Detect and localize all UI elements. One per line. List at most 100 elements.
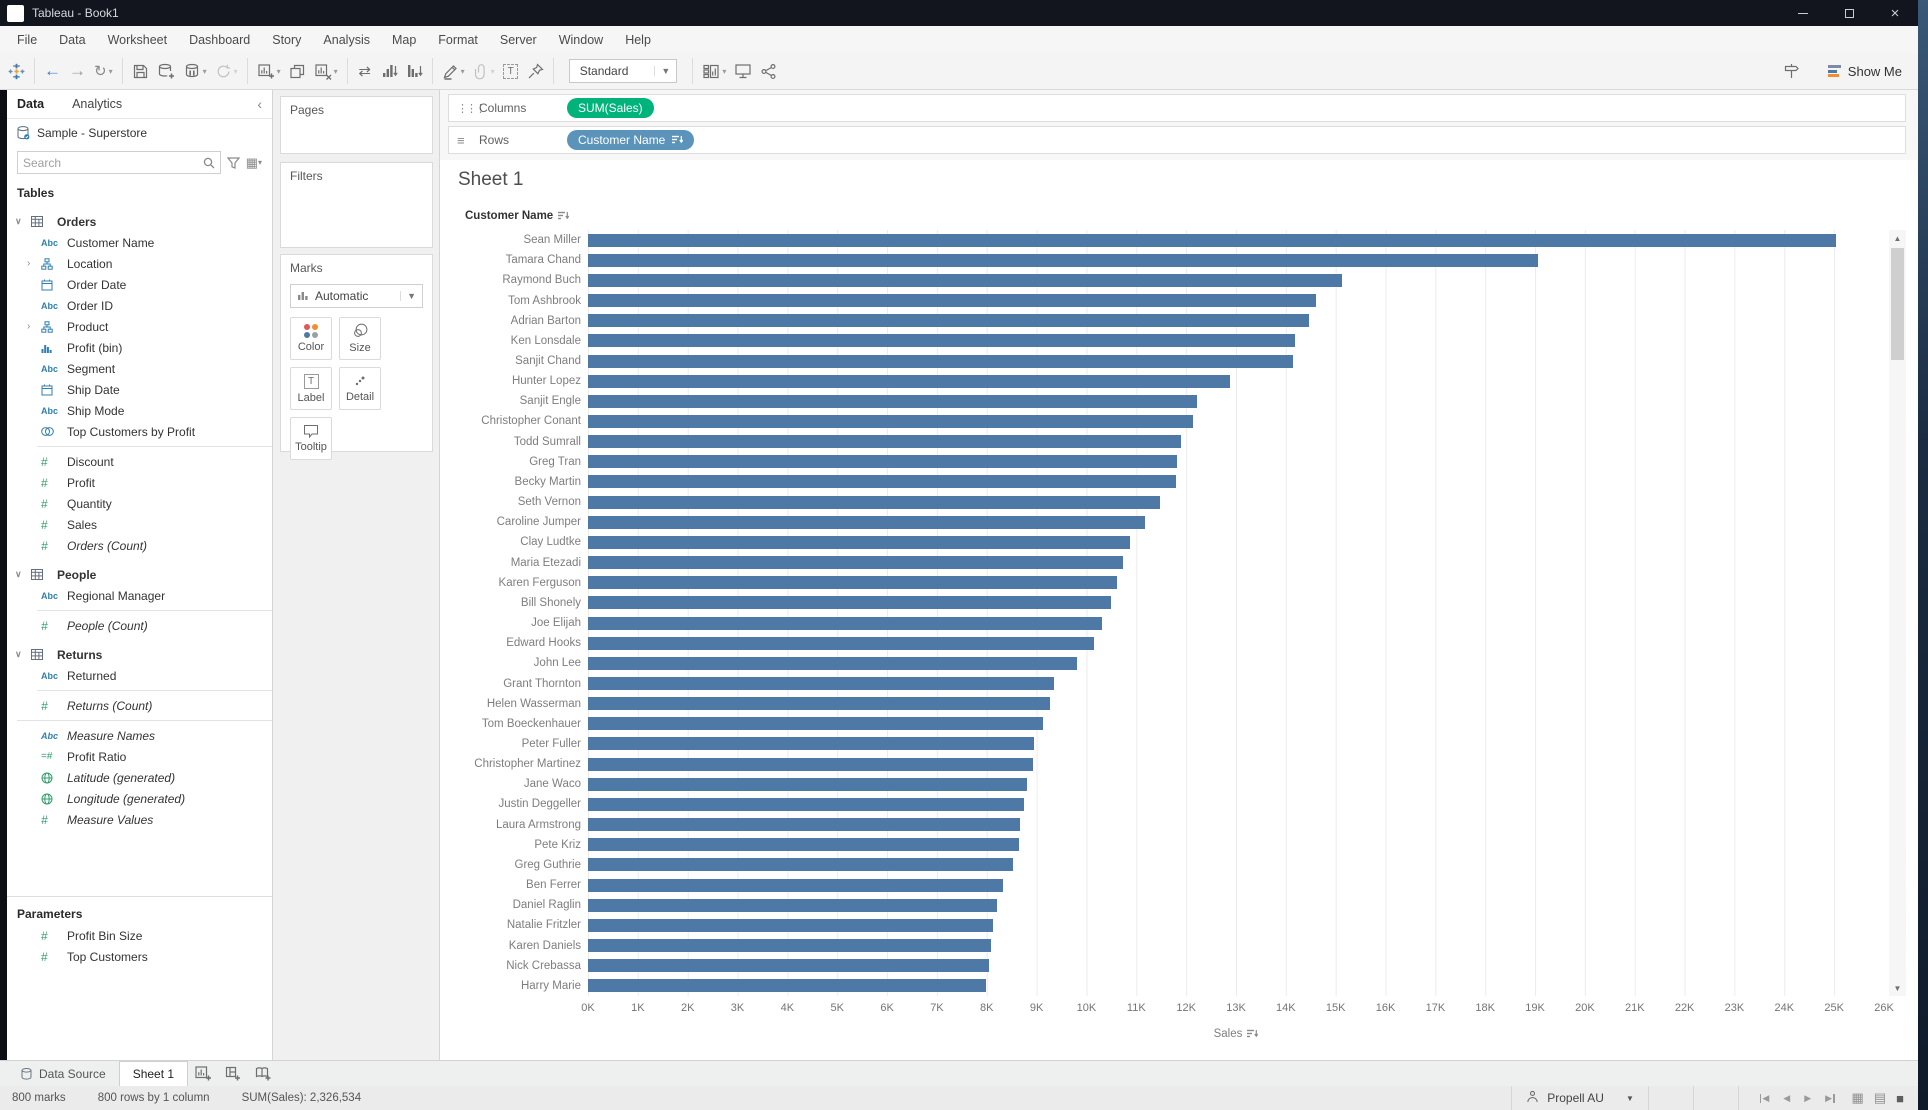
row-label-christopher-martinez[interactable]: Christopher Martinez [474, 758, 581, 771]
add-data-button[interactable] [153, 57, 179, 85]
refresh-button[interactable]: ▾ [211, 57, 242, 85]
bar-mark-sean-miller[interactable] [588, 233, 1837, 247]
menu-data[interactable]: Data [59, 32, 86, 47]
tooltip-button[interactable]: Tooltip [290, 417, 332, 460]
bar-mark-sanjit-chand[interactable] [588, 354, 1293, 368]
menu-help[interactable]: Help [625, 32, 651, 47]
field-order-date[interactable]: Order Date [7, 274, 272, 295]
bar-mark-ben-ferrer[interactable] [588, 878, 1004, 892]
field-people-count[interactable]: # People (Count) [7, 615, 272, 636]
pill-customer-name[interactable]: Customer Name [567, 130, 695, 150]
guidance-button[interactable] [1777, 57, 1806, 85]
menu-format[interactable]: Format [438, 32, 478, 47]
sort-descending-button[interactable] [402, 57, 427, 85]
user-menu[interactable]: Propell AU ▼ [1526, 1090, 1634, 1106]
bar-mark-joe-elijah[interactable] [588, 616, 1102, 630]
save-button[interactable] [128, 57, 153, 85]
bar-mark-tamara-chand[interactable] [588, 253, 1538, 267]
field-regional-manager[interactable]: Abc Regional Manager [7, 585, 272, 606]
bar-mark-hunter-lopez[interactable] [588, 374, 1230, 388]
bar-mark-christopher-martinez[interactable] [588, 757, 1033, 771]
bar-mark-pete-kriz[interactable] [588, 838, 1020, 852]
show-filmstrip-icon[interactable]: ▤ [1873, 1090, 1887, 1105]
chevron-expanded-icon[interactable]: ∨ [15, 569, 22, 579]
sort-ascending-button[interactable] [377, 57, 402, 85]
bar-mark-natalie-fritzler[interactable] [588, 918, 993, 932]
menu-story[interactable]: Story [272, 32, 302, 47]
new-dashboard-button[interactable] [218, 1061, 248, 1086]
field-location[interactable]: › Location [7, 253, 272, 274]
bar-mark-daniel-raglin[interactable] [588, 898, 998, 912]
pages-shelf[interactable]: Pages [280, 96, 433, 154]
row-label-sanjit-engle[interactable]: Sanjit Engle [519, 395, 581, 408]
filter-fields-icon[interactable] [226, 156, 240, 169]
back-button[interactable]: ← [40, 57, 65, 85]
row-label-hunter-lopez[interactable]: Hunter Lopez [511, 375, 581, 388]
bar-mark-todd-sumrall[interactable] [588, 435, 1181, 449]
bar-mark-karen-ferguson[interactable] [588, 576, 1117, 590]
bar-mark-nick-crebassa[interactable] [588, 959, 989, 973]
row-label-edward-hooks[interactable]: Edward Hooks [506, 637, 581, 650]
collapse-pane-icon[interactable]: ‹ [257, 96, 262, 112]
row-label-becky-martin[interactable]: Becky Martin [514, 475, 581, 488]
field-returns[interactable]: ∨ Returns [7, 644, 272, 665]
bar-mark-greg-guthrie[interactable] [588, 858, 1013, 872]
pill-sum-sales[interactable]: SUM(Sales) [567, 98, 654, 118]
tab-sheet-1[interactable]: Sheet 1 [118, 1061, 189, 1086]
row-label-jane-waco[interactable]: Jane Waco [523, 778, 581, 791]
bar-mark-laura-armstrong[interactable] [588, 818, 1021, 832]
bar-mark-edward-hooks[interactable] [588, 636, 1095, 650]
bar-mark-clay-ludtke[interactable] [588, 535, 1131, 549]
field-segment[interactable]: Abc Segment [7, 358, 272, 379]
share-button[interactable] [756, 57, 781, 85]
field-longitude-generated[interactable]: Longitude (generated) [7, 788, 272, 809]
tab-data-source[interactable]: Data Source [8, 1061, 119, 1086]
highlight-button[interactable]: ▾ [438, 57, 469, 85]
last-page-icon[interactable]: ▶ [1825, 1093, 1835, 1104]
redo-button[interactable]: ↻ ▾ [94, 63, 113, 80]
row-label-adrian-barton[interactable]: Adrian Barton [510, 314, 581, 327]
first-page-icon[interactable]: ◀ [1759, 1093, 1769, 1104]
bar-mark-harry-marie[interactable] [588, 979, 987, 993]
view-mode-select[interactable]: Standard ▼ [568, 59, 678, 83]
bar-mark-peter-fuller[interactable] [588, 737, 1035, 751]
bar-mark-christopher-conant[interactable] [588, 414, 1193, 428]
row-label-grant-thornton[interactable]: Grant Thornton [503, 677, 581, 690]
field-discount[interactable]: # Discount [7, 451, 272, 472]
field-measure-values[interactable]: # Measure Values [7, 809, 272, 830]
next-page-icon[interactable]: ▶ [1804, 1092, 1812, 1103]
field-returned[interactable]: Abc Returned [7, 665, 272, 686]
row-label-sean-miller[interactable]: Sean Miller [523, 234, 581, 247]
row-label-ken-lonsdale[interactable]: Ken Lonsdale [510, 334, 581, 347]
menu-dashboard[interactable]: Dashboard [189, 32, 251, 47]
field-quantity[interactable]: # Quantity [7, 493, 272, 514]
scroll-down-icon[interactable]: ▼ [1893, 983, 1902, 993]
row-label-peter-fuller[interactable]: Peter Fuller [521, 737, 581, 750]
field-profit-bin-size[interactable]: # Profit Bin Size [7, 925, 272, 946]
row-label-john-lee[interactable]: John Lee [533, 657, 581, 670]
presentation-mode-button[interactable] [730, 57, 756, 85]
bar-mark-bill-shonely[interactable] [588, 596, 1112, 610]
field-returns-count[interactable]: # Returns (Count) [7, 695, 272, 716]
scrollbar-track[interactable] [1889, 246, 1906, 980]
forward-button[interactable]: → [65, 57, 90, 85]
bar-mark-seth-vernon[interactable] [588, 495, 1160, 509]
tab-data[interactable]: Data [17, 97, 45, 111]
row-label-maria-etezadi[interactable]: Maria Etezadi [510, 556, 581, 569]
new-worksheet-button[interactable]: ▾ [253, 57, 285, 85]
chevron-expanded-icon[interactable]: ∨ [15, 216, 22, 226]
row-header[interactable]: Customer Name [465, 210, 570, 222]
row-label-caroline-jumper[interactable]: Caroline Jumper [496, 516, 581, 529]
rows-shelf[interactable]: ≡ Rows Customer Name [448, 126, 1906, 154]
field-profit-bin[interactable]: Profit (bin) [7, 337, 272, 358]
bar-mark-becky-martin[interactable] [588, 475, 1176, 489]
bar-mark-caroline-jumper[interactable] [588, 515, 1145, 529]
maximize-button[interactable] [1826, 0, 1872, 26]
pause-updates-button[interactable]: ▾ [179, 57, 211, 85]
clear-sheet-button[interactable]: ▾ [310, 57, 342, 85]
show-cards-button[interactable]: ▾ [698, 57, 730, 85]
bar-mark-sanjit-engle[interactable] [588, 394, 1197, 408]
menu-map[interactable]: Map [391, 32, 417, 47]
show-mark-labels-button[interactable]: T [499, 57, 523, 85]
bar-mark-justin-deggeller[interactable] [588, 797, 1025, 811]
